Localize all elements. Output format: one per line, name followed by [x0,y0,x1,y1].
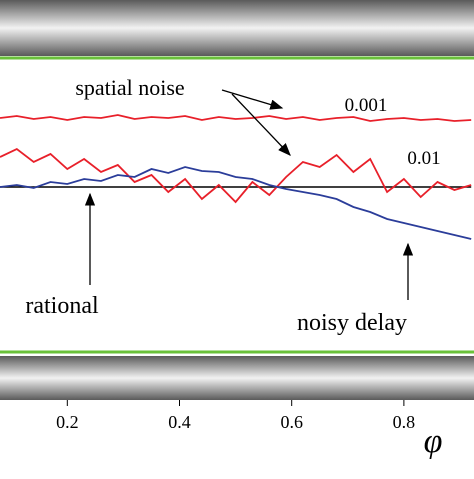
series-label: 0.01 [407,148,440,169]
x-axis-label: φ [424,423,443,460]
arrow [221,89,284,110]
series-label: 0.001 [345,95,388,116]
annotation: spatial noise [75,75,184,100]
arrows [84,89,414,300]
x-tick-label: 0.4 [168,412,191,432]
top-band [0,0,474,56]
line-series [0,147,472,204]
line-series [0,166,472,240]
x-tick-label: 0.6 [280,412,303,432]
x-tick-label: 0.2 [56,412,79,432]
series-label: noisy delay [297,310,407,336]
x-tick-label: 0.8 [393,412,416,432]
line-series [0,114,472,122]
arrow [231,93,291,156]
bottom-band [0,356,474,400]
series-label: rational [25,293,99,319]
